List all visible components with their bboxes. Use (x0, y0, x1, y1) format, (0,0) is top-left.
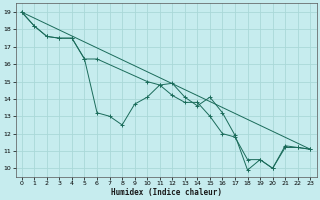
X-axis label: Humidex (Indice chaleur): Humidex (Indice chaleur) (110, 188, 221, 197)
